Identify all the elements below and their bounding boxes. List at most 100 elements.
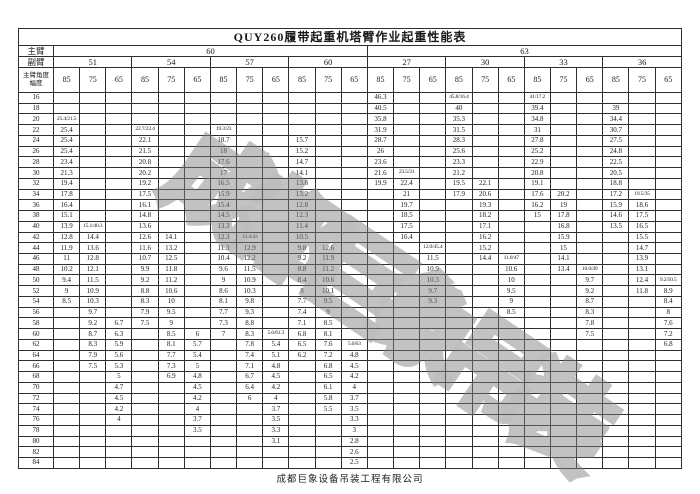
capacity-cell bbox=[340, 156, 368, 169]
capacity-cell bbox=[288, 360, 316, 373]
corner-label-top: 主臂角度 bbox=[23, 72, 49, 80]
capacity-cell: 12.2 bbox=[236, 253, 264, 265]
capacity-cell bbox=[131, 371, 159, 383]
capacity-cell: 17.5 bbox=[628, 210, 656, 222]
capacity-cell: 3.5 bbox=[183, 424, 211, 437]
capacity-cell bbox=[366, 435, 395, 448]
capacity-cell bbox=[131, 102, 159, 115]
capacity-cell: 7.2 bbox=[654, 328, 683, 340]
capacity-cell bbox=[549, 145, 578, 158]
capacity-cell: 17.6 bbox=[209, 156, 238, 169]
capacity-cell: 22.1 bbox=[131, 134, 159, 147]
capacity-cell bbox=[131, 392, 159, 405]
capacity-cell: 12.5 bbox=[157, 253, 185, 265]
capacity-cell: 21.6 bbox=[366, 167, 395, 179]
angle-value: 65 bbox=[105, 67, 133, 93]
capacity-cell bbox=[393, 403, 421, 416]
capacity-cell bbox=[236, 220, 264, 233]
capacity-cell bbox=[366, 392, 395, 405]
capacity-cell bbox=[236, 113, 264, 126]
capacity-cell: 2.5 bbox=[340, 456, 368, 469]
capacity-cell: 19.2 bbox=[131, 177, 159, 190]
table-row: 16 46.3 45.8/16.4 41/17.2 bbox=[18, 92, 683, 104]
capacity-cell bbox=[262, 456, 290, 469]
capacity-cell: 22.9 bbox=[523, 156, 551, 169]
capacity-cell: 7.8 bbox=[236, 338, 264, 351]
capacity-cell bbox=[628, 306, 656, 319]
capacity-cell bbox=[471, 414, 499, 426]
capacity-cell bbox=[209, 381, 238, 394]
table-row: 48 10.2 12.1 9.9 11.8 9.6 11.5 8.8 11.2 10.9 10.6 1… bbox=[18, 263, 683, 276]
capacity-cell bbox=[393, 381, 421, 394]
capacity-cell bbox=[549, 349, 578, 362]
jib-value: 36 bbox=[602, 56, 682, 68]
capacity-cell bbox=[628, 381, 656, 394]
capacity-cell bbox=[576, 456, 604, 469]
capacity-cell bbox=[576, 242, 604, 255]
capacity-cell bbox=[105, 435, 133, 448]
capacity-cell bbox=[79, 113, 107, 126]
capacity-cell: 17.8 bbox=[52, 188, 81, 201]
radius-cell: 80 bbox=[18, 435, 54, 448]
capacity-cell bbox=[288, 381, 316, 394]
capacity-cell bbox=[523, 263, 551, 276]
capacity-cell: 7 bbox=[209, 328, 238, 340]
capacity-cell bbox=[419, 371, 447, 383]
capacity-cell: 7.8 bbox=[576, 317, 604, 330]
capacity-cell bbox=[52, 392, 81, 405]
capacity-cell bbox=[52, 403, 81, 416]
capacity-cell bbox=[445, 446, 473, 458]
capacity-cell bbox=[393, 124, 421, 136]
capacity-cell bbox=[183, 199, 211, 212]
capacity-cell bbox=[549, 177, 578, 190]
capacity-cell bbox=[445, 242, 473, 255]
radius-cell: 36 bbox=[18, 199, 54, 212]
capacity-cell: 15 bbox=[549, 242, 578, 255]
capacity-cell bbox=[366, 199, 395, 212]
capacity-cell bbox=[628, 414, 656, 426]
capacity-cell bbox=[654, 349, 683, 362]
capacity-cell: 9 bbox=[314, 306, 342, 319]
capacity-cell bbox=[602, 253, 630, 265]
capacity-cell bbox=[79, 381, 107, 394]
capacity-cell: 4.2 bbox=[183, 392, 211, 405]
capacity-cell bbox=[131, 403, 159, 416]
capacity-cell bbox=[366, 371, 395, 383]
capacity-cell bbox=[628, 424, 656, 437]
capacity-cell bbox=[523, 371, 551, 383]
capacity-cell bbox=[576, 167, 604, 179]
capacity-cell bbox=[628, 102, 656, 115]
capacity-cell bbox=[314, 177, 342, 190]
capacity-cell: 9 bbox=[497, 295, 525, 308]
capacity-cell bbox=[654, 231, 683, 244]
capacity-cell bbox=[105, 456, 133, 469]
capacity-cell bbox=[262, 295, 290, 308]
capacity-cell: 4.5 bbox=[262, 371, 290, 383]
capacity-cell bbox=[419, 210, 447, 222]
capacity-cell bbox=[314, 435, 342, 448]
capacity-cell bbox=[654, 424, 683, 437]
capacity-cell bbox=[549, 124, 578, 136]
capacity-cell: 6.5 bbox=[288, 338, 316, 351]
capacity-cell: 21.3 bbox=[52, 167, 81, 179]
capacity-cell bbox=[419, 231, 447, 244]
capacity-cell: 19.4 bbox=[52, 177, 81, 190]
capacity-cell: 19.1 bbox=[523, 177, 551, 190]
capacity-cell bbox=[262, 253, 290, 265]
capacity-cell bbox=[262, 446, 290, 458]
capacity-cell: 2.6 bbox=[340, 446, 368, 458]
capacity-cell: 13.6 bbox=[288, 177, 316, 190]
capacity-cell bbox=[549, 317, 578, 330]
capacity-cell bbox=[628, 446, 656, 458]
angle-row: 主臂角度 幅度 85 75 65 85 75 65 85 75 65 85 75 65 85 75 65 85… bbox=[18, 67, 683, 93]
capacity-cell bbox=[523, 456, 551, 469]
capacity-cell bbox=[445, 435, 473, 448]
capacity-cell: 39 bbox=[602, 102, 630, 115]
capacity-cell bbox=[340, 199, 368, 212]
capacity-cell bbox=[314, 199, 342, 212]
capacity-cell: 9.9 bbox=[131, 263, 159, 276]
capacity-cell bbox=[628, 92, 656, 104]
capacity-cell bbox=[131, 328, 159, 340]
capacity-cell: 10 bbox=[157, 295, 185, 308]
capacity-cell bbox=[445, 231, 473, 244]
